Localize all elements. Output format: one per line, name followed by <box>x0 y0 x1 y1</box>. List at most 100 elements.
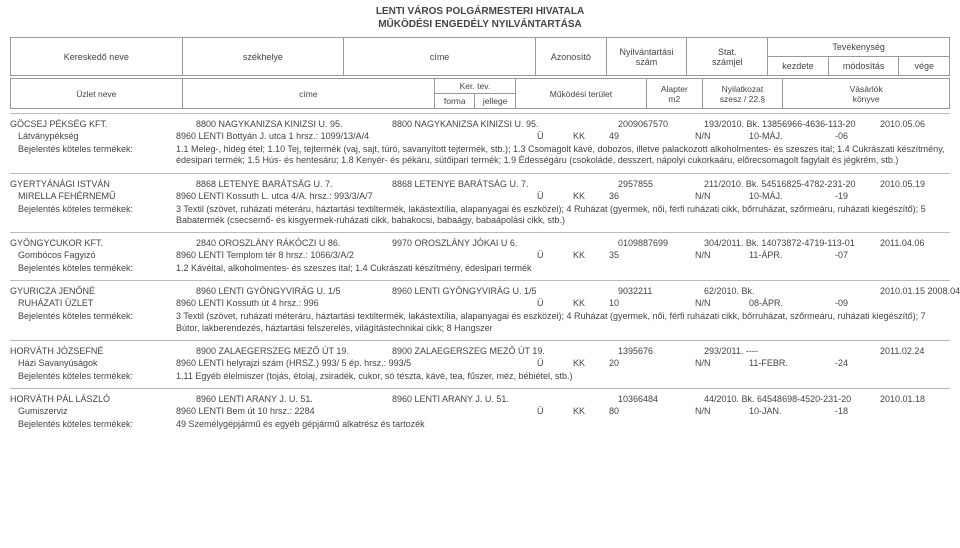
shop-name: Házi Savanyúságok <box>10 358 170 368</box>
shop-vk2: -18 <box>835 406 875 416</box>
col-kk: KK <box>573 406 603 416</box>
h1-nyilv: Nyilvántartási szám <box>606 38 687 76</box>
products-label: Bejelentés köteles termékek: <box>10 263 170 274</box>
products-text: 49 Személygépjármű és egyéb gépjármű alk… <box>176 419 950 430</box>
entity-id: 1395676 <box>618 346 698 356</box>
shop-vk: 08-ÁPR. <box>749 298 829 308</box>
entity-seat: 2840 OROSZLÁNY RÁKÓCZI U 86. <box>196 238 386 248</box>
h1-nyilv-a: Nyilvántartási <box>609 47 685 57</box>
h2-alapter-a: Alapter <box>649 84 700 94</box>
record-shop-row: MIRELLA FEHÉRNEMŰ 8960 LENTI Kossuth L. u… <box>10 190 950 202</box>
entity-date: 2011.04.06 <box>880 238 960 248</box>
shop-m2: 80 <box>609 406 689 416</box>
shop-address: 8960 LENTI Bottyán J. utca 1 hrsz.: 1099… <box>176 131 531 141</box>
header-table-2: Üzlet neve címe Ker. tev. Működési terül… <box>10 78 950 109</box>
shop-name: Gumiszerviz <box>10 406 170 416</box>
entity-stat: 44/2010. Bk. 64548698-4520-231-20 <box>704 394 874 404</box>
shop-vk: 11-ÁPR. <box>749 250 829 260</box>
entity-stat: 304/2011. Bk. 14073872-4719-113-01 <box>704 238 874 248</box>
shop-vk: 10-JAN. <box>749 406 829 416</box>
col-u: Ü <box>537 191 567 201</box>
entity-seat: 8800 NAGYKANIZSA KINIZSI U. 95. <box>196 119 386 129</box>
h1-stat-b: számjel <box>689 57 765 67</box>
record-shop-row: Házi Savanyúságok 8960 LENTI helyrajzi sz… <box>10 357 950 369</box>
h1-modositas: módosítás <box>828 57 899 76</box>
h2-alapter-b: m2 <box>649 94 700 104</box>
shop-name: RUHÁZATI ÜZLET <box>10 298 170 308</box>
record-shop-row: RUHÁZATI ÜZLET 8960 LENTI Kossuth út 4 hr… <box>10 297 950 309</box>
record-products-row: Bejelentés köteles termékek:3 Textil (sz… <box>10 202 950 227</box>
entity-branch: 8960 LENTI GYÖNGYVIRÁG U. 1/5 <box>392 286 612 296</box>
entity-stat: 293/2011. ---- <box>704 346 874 356</box>
shop-address: 8960 LENTI Bem út 10 hrsz.: 2284 <box>176 406 531 416</box>
shop-address: 8960 LENTI Kossuth út 4 hrsz.: 996 <box>176 298 531 308</box>
col-u: Ü <box>537 298 567 308</box>
header-table-1: Kereskedő neve székhelye címe Azonosító … <box>10 37 950 76</box>
entity-stat: 211/2010. Bk. 54516825-4782-231-20 <box>704 179 874 189</box>
h1-cime: címe <box>344 38 536 76</box>
title-line-2: MŰKÖDÉSI ENGEDÉLY NYILVÁNTARTÁSA <box>10 19 950 32</box>
record: GÖCSEJ PÉKSÉG KFT. 8800 NAGYKANIZSA KINIZ… <box>10 113 950 173</box>
entity-id: 9032211 <box>618 286 698 296</box>
products-text: 1.2 Kávéital, alkoholmentes- és szeszes … <box>176 263 950 274</box>
h1-szekhelye: székhelye <box>182 38 344 76</box>
entity-seat: 8960 LENTI GYÖNGYVIRÁG U. 1/5 <box>196 286 386 296</box>
col-kk: KK <box>573 250 603 260</box>
products-label: Bejelentés köteles termékek: <box>10 419 170 430</box>
record-shop-row: Látványpékség8960 LENTI Bottyán J. utca … <box>10 130 950 142</box>
record-company-row: GYURICZA JENŐNÉ8960 LENTI GYÖNGYVIRÁG U.… <box>10 285 950 297</box>
col-kk: KK <box>573 298 603 308</box>
shop-m2: 10 <box>609 298 689 308</box>
shop-address: 8960 LENTI helyrajzi szám (HRSZ.) 993/ 5… <box>176 358 531 368</box>
products-label: Bejelentés köteles termékek: <box>10 144 170 167</box>
shop-vk: 11-FEBR. <box>749 358 829 368</box>
entity-branch: 9970 OROSZLÁNY JÓKAI U 6. <box>392 238 612 248</box>
record-company-row: HORVÁTH PÁL LÁSZLÓ8960 LENTI ARANY J. U.… <box>10 393 950 405</box>
page-title: LENTI VÁROS POLGÁRMESTERI HIVATALA MŰKÖD… <box>10 6 950 31</box>
entity-date: 2010.05.19 <box>880 179 960 189</box>
record: GYURICZA JENŐNÉ8960 LENTI GYÖNGYVIRÁG U.… <box>10 280 950 340</box>
shop-name: MIRELLA FEHÉRNEMŰ <box>10 191 170 201</box>
entity-seat: 8868 LETENYE BARÁTSÁG U. 7. <box>196 179 386 189</box>
entity-date: 2010.01.15 2008.04.09 <box>880 286 960 296</box>
entity-date: 2011.02.24 <box>880 346 960 356</box>
products-text: 1.11 Egyéb élelmiszer (tojás, étolaj, zs… <box>176 371 950 382</box>
record-products-row: Bejelentés köteles termékek:3 Textil (sz… <box>10 309 950 334</box>
entity-name: GÖCSEJ PÉKSÉG KFT. <box>10 119 190 129</box>
h2-nyilatkozat: Nyilatkozat szesz / 22.§ <box>702 79 783 109</box>
records-container: GÖCSEJ PÉKSÉG KFT. 8800 NAGYKANIZSA KINIZ… <box>10 113 950 436</box>
entity-id: 10366484 <box>618 394 698 404</box>
h1-kereskedo: Kereskedő neve <box>11 38 183 76</box>
entity-date: 2010.01.18 <box>880 394 960 404</box>
h2-forma: forma <box>435 94 475 109</box>
shop-nn: N/N <box>695 250 743 260</box>
col-u: Ü <box>537 406 567 416</box>
entity-name: HORVÁTH JÓZSEFNÉ <box>10 346 190 356</box>
h2-nyil-b: szesz / 22.§ <box>705 94 781 104</box>
record-shop-row: Gumiszerviz 8960 LENTI Bem út 10 hrsz.: 2… <box>10 405 950 417</box>
shop-nn: N/N <box>695 298 743 308</box>
shop-nn: N/N <box>695 358 743 368</box>
col-kk: KK <box>573 131 603 141</box>
entity-id: 0109887699 <box>618 238 698 248</box>
entity-branch: 8868 LETENYE BARÁTSÁG U. 7. <box>392 179 612 189</box>
shop-m2: 35 <box>609 250 689 260</box>
record: HORVÁTH JÓZSEFNÉ8900 ZALAEGERSZEG MEZŐ Ú… <box>10 340 950 388</box>
record-company-row: GYERTYÁNÁGI ISTVÁN8868 LETENYE BARÁTSÁG … <box>10 178 950 190</box>
shop-nn: N/N <box>695 131 743 141</box>
shop-vk2: -19 <box>835 191 875 201</box>
h2-alapter: Alapter m2 <box>647 79 703 109</box>
record: GYERTYÁNÁGI ISTVÁN8868 LETENYE BARÁTSÁG … <box>10 173 950 233</box>
record: GYÖNGYCUKOR KFT.2840 OROSZLÁNY RÁKÓCZI U… <box>10 232 950 280</box>
record-products-row: Bejelentés köteles termékek: 49 Személygé… <box>10 417 950 430</box>
entity-stat: 193/2010. Bk. 13856966-4636-113-20 <box>704 119 874 129</box>
h2-mukterulet: Működési terület <box>515 79 646 109</box>
entity-branch: 8800 NAGYKANIZSA KINIZSI U. 95. <box>392 119 612 129</box>
record-company-row: GYÖNGYCUKOR KFT.2840 OROSZLÁNY RÁKÓCZI U… <box>10 237 950 249</box>
record-shop-row: Gombócos Fagyizó8960 LENTI Templom tér 8… <box>10 249 950 261</box>
shop-address: 8960 LENTI Kossuth L. utca 4/A. hrsz.: 9… <box>176 191 531 201</box>
shop-vk: 10-MÁJ. <box>749 191 829 201</box>
h1-kezdet: kezdete <box>768 57 829 76</box>
h2-vas-a: Vásárlók <box>785 84 947 94</box>
h1-tevekenyseg: Tevékenység <box>768 38 950 57</box>
